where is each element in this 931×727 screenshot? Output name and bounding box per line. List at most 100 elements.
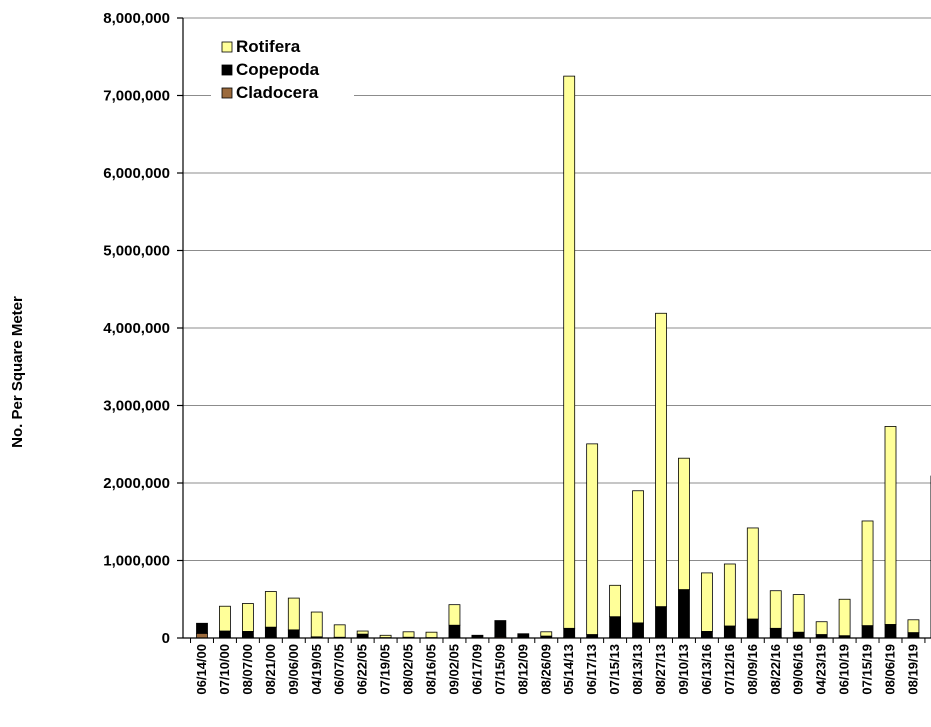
x-tick-label: 04/19/05	[309, 644, 324, 695]
y-tick-label: 7,000,000	[103, 88, 170, 105]
bar-rotifera	[884, 426, 897, 625]
y-tick-label: 3,000,000	[103, 398, 170, 415]
x-tick-label: 06/17/09	[469, 644, 484, 695]
legend-label-rotifera: Rotifera	[236, 37, 301, 56]
y-tick-label: 8,000,000	[103, 10, 170, 27]
bar-rotifera	[586, 443, 599, 635]
x-tick-label: 06/10/19	[837, 644, 852, 695]
bar-rotifera	[540, 631, 553, 637]
y-tick-label: 0	[162, 630, 170, 647]
x-tick-label: 07/19/05	[378, 644, 393, 695]
bar-copepoda	[884, 624, 897, 639]
legend-background	[211, 26, 354, 130]
x-tick-label: 07/15/09	[492, 644, 507, 695]
bar-copepoda	[861, 625, 874, 639]
x-tick-label: 07/10/00	[217, 644, 232, 695]
bar-copepoda	[792, 631, 805, 639]
x-tick-label: 08/22/16	[768, 644, 783, 695]
bar-copepoda	[701, 631, 713, 639]
y-tick-label: 4,000,000	[103, 320, 170, 337]
bar-copepoda	[723, 625, 736, 639]
legend: Rotifera Copepoda Cladocera	[211, 26, 354, 130]
x-tick-label: 05/14/13	[561, 644, 576, 695]
bar-rotifera	[333, 624, 346, 638]
legend-swatch-cladocera	[221, 87, 233, 99]
bar-copepoda	[655, 606, 667, 639]
bar-rotifera	[746, 527, 759, 620]
x-tick-label: 06/07/05	[332, 644, 347, 695]
bar-rotifera	[425, 631, 438, 639]
bar-copepoda	[563, 627, 576, 639]
bar-rotifera	[609, 584, 621, 618]
bar-rotifera	[356, 630, 369, 635]
bar-rotifera	[471, 634, 484, 637]
bar-copepoda	[632, 622, 644, 639]
bar-copepoda	[517, 633, 530, 639]
bar-rotifera	[792, 594, 805, 633]
bar-rotifera	[838, 598, 851, 637]
bar-copepoda	[448, 624, 461, 639]
x-tick-label: 08/19/19	[905, 644, 920, 695]
legend-swatch-copepoda	[221, 64, 233, 76]
bar-copepoda	[219, 630, 231, 639]
bar-copepoda	[241, 631, 254, 639]
x-tick-labels: 06/14/00 07/10/00 08/07/00 08/21/00 09/06/00…	[194, 644, 931, 695]
bar-copepoda	[356, 633, 369, 639]
bar-rotifera	[219, 605, 231, 632]
x-tick-label: 07/15/13	[607, 644, 622, 695]
x-tick-label: 07/15/19	[860, 644, 875, 695]
legend-label-copepoda: Copepoda	[236, 60, 320, 79]
legend-swatch-rotifera	[221, 41, 233, 53]
bar-copepoda	[746, 618, 759, 639]
x-tick-label: 08/16/05	[424, 644, 439, 695]
bar-rotifera	[402, 631, 415, 638]
bar-rotifera	[632, 490, 644, 624]
bar-copepoda	[815, 634, 828, 639]
y-axis-title: No. Per Square Meter	[9, 296, 26, 448]
bar-rotifera	[655, 312, 667, 608]
bar-rotifera	[907, 619, 920, 633]
x-tick-label: 08/26/09	[538, 644, 553, 695]
y-tick-label: 6,000,000	[103, 165, 170, 182]
bar-rotifera	[241, 603, 254, 632]
axes	[177, 17, 931, 643]
bar-rotifera	[861, 520, 874, 626]
bar-copepoda	[769, 627, 782, 639]
bar-rotifera	[701, 572, 713, 632]
bar-rotifera	[723, 563, 736, 627]
legend-label-cladocera: Cladocera	[236, 83, 319, 102]
bar-rotifera	[678, 457, 690, 590]
bar-rotifera	[310, 611, 323, 638]
bar-copepoda	[586, 634, 599, 639]
x-tick-label: 06/14/00	[194, 644, 209, 695]
bar-cladocera	[196, 632, 208, 639]
y-tick-labels: 0 1,000,000 2,000,000 3,000,000 4,000,000 5,0…	[103, 10, 170, 647]
x-tick-label: 06/13/16	[699, 644, 714, 695]
bar-copepoda	[907, 632, 920, 639]
x-tick-label: 09/10/19	[928, 644, 931, 695]
bar-copepoda	[494, 620, 507, 638]
bar-copepoda	[609, 616, 621, 639]
bar-copepoda	[196, 622, 208, 634]
bar-copepoda	[264, 626, 277, 639]
bar-copepoda	[287, 629, 300, 639]
bars	[196, 75, 931, 639]
x-tick-label: 08/07/00	[240, 644, 255, 695]
bar-rotifera	[264, 591, 277, 628]
x-tick-label: 08/13/13	[630, 644, 645, 695]
x-tick-label: 06/22/05	[355, 644, 370, 695]
bar-rotifera	[815, 621, 828, 635]
bar-rotifera	[769, 590, 782, 629]
x-tick-label: 04/23/19	[814, 644, 829, 695]
bar-rotifera	[448, 604, 461, 626]
x-tick-label: 08/06/19	[883, 644, 898, 695]
bar-copepoda	[678, 589, 690, 639]
bar-rotifera	[379, 634, 392, 639]
x-tick-label: 09/02/05	[446, 644, 461, 695]
x-tick-label: 08/27/13	[653, 644, 668, 695]
bar-rotifera	[563, 75, 576, 629]
y-tick-label: 5,000,000	[103, 243, 170, 260]
x-tick-label: 06/17/13	[584, 644, 599, 695]
y-tick-label: 2,000,000	[103, 475, 170, 492]
